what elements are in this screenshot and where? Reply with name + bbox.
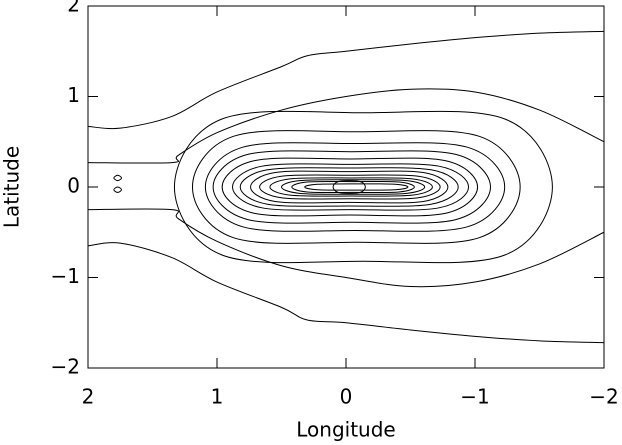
x-tick-label: −1 (460, 385, 489, 409)
contour-line (280, 179, 426, 195)
contour-line (113, 174, 123, 182)
y-tick-label: 0 (67, 174, 80, 198)
contour-line (269, 177, 433, 197)
x-tick-label: 2 (82, 385, 95, 409)
y-tick-label: 1 (67, 83, 80, 107)
contour-line (87, 208, 605, 288)
contour-line (204, 142, 506, 232)
contour-line (87, 242, 605, 344)
contour-line (259, 174, 441, 200)
y-tick-label: 2 (67, 0, 80, 17)
contour-line (221, 157, 479, 217)
y-tick-label: −1 (51, 264, 80, 288)
contour-line (87, 88, 605, 164)
x-tick-label: 0 (340, 385, 353, 409)
contour-line (304, 183, 409, 191)
x-tick-label: 1 (211, 385, 224, 409)
contour-line (231, 163, 470, 211)
contour-line (173, 110, 553, 264)
contour-line (113, 186, 123, 193)
y-axis-label: Latitude (0, 146, 24, 228)
contour-line (250, 170, 449, 204)
contour-line (87, 30, 605, 130)
x-axis-label: Longitude (296, 418, 395, 442)
contour-line (291, 180, 415, 194)
contour-line (212, 150, 491, 224)
plot-frame (87, 5, 605, 369)
contour-line (332, 180, 366, 194)
contour-line (191, 130, 521, 244)
x-tick-label: −2 (589, 385, 618, 409)
contour-line (239, 167, 459, 207)
y-tick-label: −2 (51, 355, 80, 379)
